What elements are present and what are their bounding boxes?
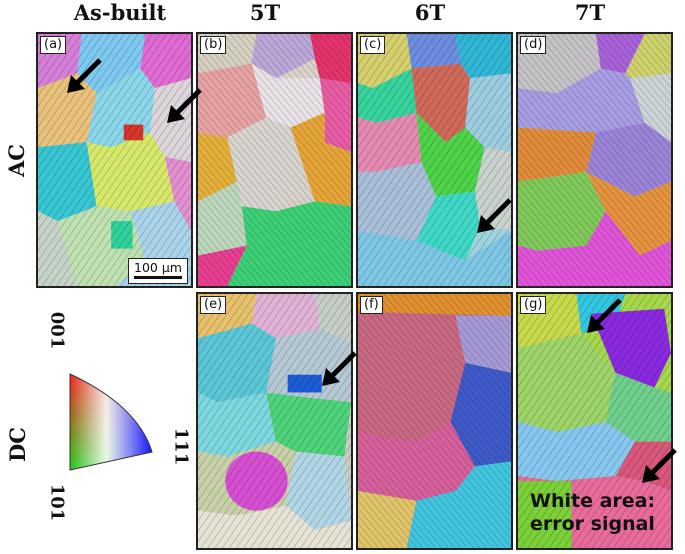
row-header-dc: DC (4, 427, 30, 462)
black-arrow-icon (642, 448, 677, 483)
legend-label-001: 001 (46, 311, 68, 350)
error-signal-note: White area: error signal (530, 490, 655, 536)
ebsd-map-6t-ac: (c) (356, 32, 513, 288)
ebsd-map-as-built-ac: (a) (36, 32, 193, 288)
black-arrow-icon (477, 198, 512, 233)
black-arrow-icon (587, 298, 622, 333)
note-line-2: error signal (530, 513, 655, 535)
panel-label-b: (b) (200, 36, 227, 54)
column-header-5t: 5T (249, 0, 281, 25)
column-header-as-built: As-built (73, 0, 167, 25)
ipf-color-legend (69, 373, 153, 471)
note-line-1: White area: (530, 490, 656, 512)
panel-label-f: (f) (360, 296, 383, 314)
row-header-ac: AC (4, 143, 30, 178)
panel-label-a: (a) (40, 36, 67, 54)
ebsd-map-5t-ac: (b) (196, 32, 353, 288)
scale-bar: 100 μm (128, 258, 188, 284)
black-arrow-icon (67, 58, 102, 93)
ebsd-map-6t-dc: (f) (356, 292, 513, 550)
black-arrow-icon (322, 351, 357, 386)
scale-bar-line (134, 276, 182, 279)
scale-bar-label: 100 μm (134, 260, 182, 275)
column-header-6t: 6T (414, 0, 446, 25)
black-arrow-icon (167, 88, 202, 123)
ebsd-map-5t-dc: (e) (196, 292, 353, 550)
legend-label-101: 101 (46, 483, 68, 522)
legend-label-111: 111 (170, 427, 192, 466)
panel-label-d: (d) (520, 36, 547, 54)
panel-label-c: (c) (360, 36, 386, 54)
column-header-7t: 7T (574, 0, 606, 25)
panel-label-g: (g) (520, 296, 547, 314)
ebsd-map-7t-ac: (d) (516, 32, 673, 288)
panel-label-e: (e) (200, 296, 227, 314)
ebsd-map-7t-dc: (g) (516, 292, 673, 550)
